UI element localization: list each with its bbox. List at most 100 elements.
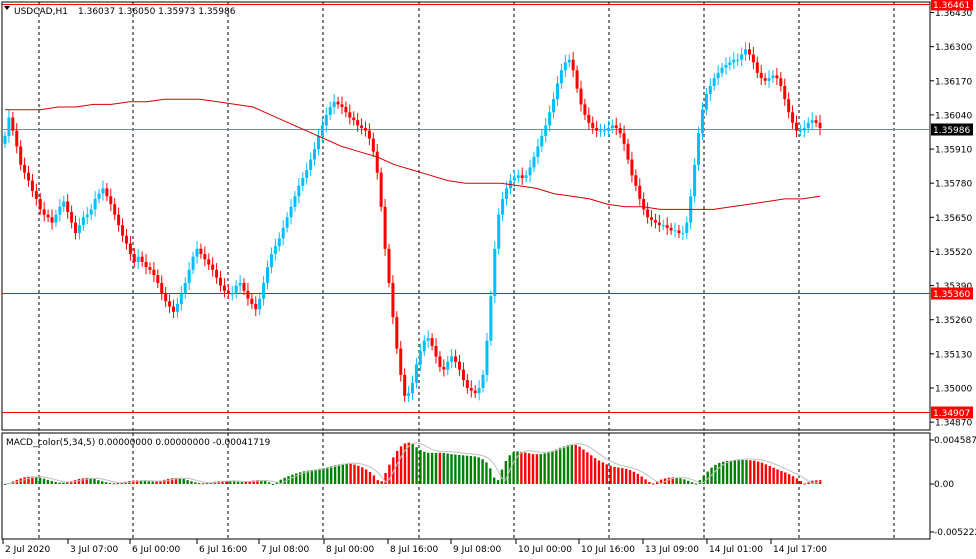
macd-bar bbox=[551, 450, 554, 484]
candle-bull bbox=[724, 65, 728, 68]
candle-bear bbox=[775, 75, 779, 79]
candle-bull bbox=[602, 130, 606, 132]
candle-bear bbox=[23, 164, 27, 173]
macd-bar bbox=[520, 451, 523, 484]
candle-bull bbox=[320, 125, 324, 136]
candle-bear bbox=[203, 254, 207, 260]
candle-bear bbox=[591, 122, 595, 129]
candle-bear bbox=[751, 54, 755, 63]
macd-bar bbox=[477, 457, 480, 484]
candle-bear bbox=[222, 285, 226, 291]
macd-bar bbox=[364, 469, 368, 484]
candle-bull bbox=[301, 177, 305, 186]
macd-bar bbox=[706, 471, 709, 484]
level-tag-bg bbox=[931, 0, 973, 11]
candle-bull bbox=[681, 233, 685, 235]
macd-bar bbox=[656, 481, 659, 484]
macd-bar bbox=[260, 480, 263, 484]
candle-bear bbox=[15, 130, 19, 147]
macd-bar bbox=[201, 483, 205, 485]
candle-bull bbox=[89, 209, 93, 215]
candle-bull bbox=[195, 248, 199, 257]
candle-bull bbox=[305, 170, 309, 178]
candle-bear bbox=[650, 217, 654, 220]
candle-bull bbox=[7, 117, 11, 136]
macd-bar bbox=[190, 481, 193, 484]
macd-bar bbox=[725, 460, 729, 484]
candle-bull bbox=[285, 217, 289, 228]
macd-bar bbox=[644, 479, 647, 484]
macd-bar bbox=[182, 478, 185, 484]
candle-bull bbox=[536, 146, 540, 157]
macd-bar bbox=[780, 471, 783, 484]
candle-bull bbox=[555, 83, 559, 100]
macd-bar bbox=[23, 477, 26, 484]
candle-bear bbox=[348, 112, 352, 118]
macd-bar bbox=[613, 466, 616, 484]
candle-bull bbox=[740, 54, 744, 60]
macd-bar bbox=[225, 480, 228, 484]
macd-bar bbox=[760, 462, 764, 484]
macd-bar bbox=[624, 468, 628, 484]
candle-bull bbox=[685, 222, 689, 234]
candle-bull bbox=[62, 201, 66, 207]
macd-bar bbox=[97, 480, 100, 484]
macd-bar bbox=[772, 467, 775, 484]
time-tick-label: 3 Jul 07:00 bbox=[70, 545, 119, 555]
candle-bull bbox=[548, 112, 552, 126]
macd-bar bbox=[605, 464, 608, 484]
candle-bull bbox=[673, 230, 677, 232]
macd-bar bbox=[256, 480, 259, 484]
price-tick-label: 1.35130 bbox=[935, 350, 972, 360]
macd-window-frame bbox=[1, 432, 931, 540]
candle-bull bbox=[422, 340, 426, 352]
candle-bull bbox=[716, 72, 720, 79]
candle-bull bbox=[81, 217, 85, 226]
candle-bull bbox=[411, 382, 414, 394]
candle-bull bbox=[85, 214, 89, 218]
candle-bear bbox=[461, 369, 465, 381]
macd-bar bbox=[496, 480, 500, 484]
candle-bear bbox=[74, 222, 78, 234]
candle-bull bbox=[269, 254, 273, 268]
macd-bar bbox=[353, 464, 356, 484]
macd-bar bbox=[659, 479, 663, 484]
macd-bar bbox=[399, 446, 403, 484]
candle-bear bbox=[164, 293, 168, 302]
macd-bar bbox=[283, 477, 286, 484]
macd-bar bbox=[330, 466, 333, 484]
moving-average-line bbox=[5, 98, 821, 210]
candle-bear bbox=[473, 390, 477, 394]
candle-bear bbox=[344, 107, 348, 113]
macd-bar bbox=[252, 480, 255, 484]
candle-bull bbox=[712, 78, 716, 87]
macd-bar bbox=[784, 472, 787, 484]
macd-bar bbox=[621, 468, 624, 484]
candle-bull bbox=[493, 248, 497, 297]
candle-bear bbox=[779, 78, 783, 87]
macd-bar bbox=[361, 467, 364, 484]
macd-bar bbox=[221, 480, 224, 484]
candle-bull bbox=[544, 125, 548, 136]
candle-bear bbox=[226, 290, 230, 294]
macd-bar bbox=[555, 449, 558, 484]
candle-bear bbox=[117, 214, 121, 226]
current-price-tag-bg bbox=[931, 123, 973, 136]
price-tick-label: 1.36170 bbox=[935, 77, 972, 87]
candle-bull bbox=[708, 86, 712, 94]
candle-bull bbox=[736, 59, 740, 61]
candle-bear bbox=[46, 214, 50, 218]
macd-bar bbox=[609, 465, 612, 484]
candle-bear bbox=[336, 101, 340, 105]
macd-bar bbox=[753, 460, 756, 484]
candle-bear bbox=[657, 222, 661, 226]
macd-bar bbox=[147, 481, 150, 484]
candle-bear bbox=[124, 235, 128, 244]
candle-bear bbox=[583, 104, 587, 115]
macd-bar bbox=[54, 481, 57, 484]
macd-bar bbox=[590, 455, 593, 484]
candle-bull bbox=[179, 293, 183, 304]
candle-bear bbox=[50, 217, 54, 223]
horizontal-levels[interactable] bbox=[2, 4, 930, 413]
